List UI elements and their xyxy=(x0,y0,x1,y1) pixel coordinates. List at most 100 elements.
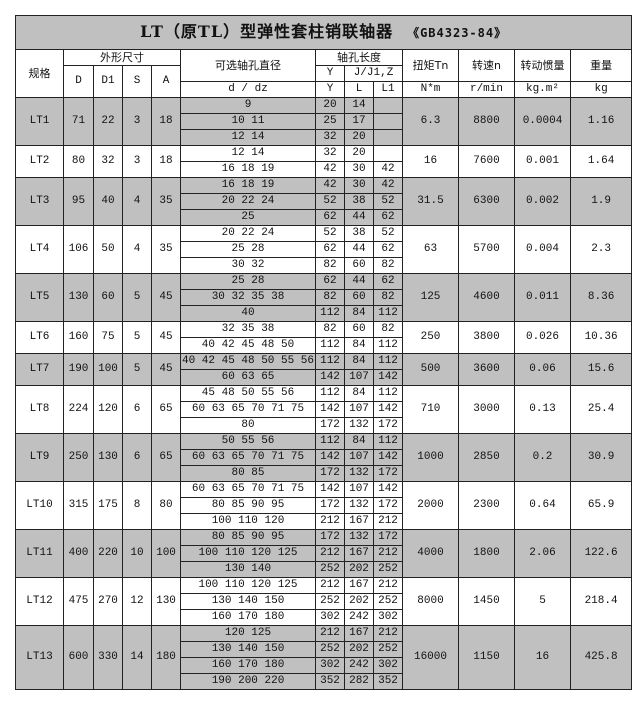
bore-diameter-cell: 30 32 35 38 xyxy=(180,289,316,306)
bore-length-L1-cell: 82 xyxy=(373,321,403,338)
bore-length-L1-cell: 112 xyxy=(373,305,403,322)
table-row: LT11 400 220 10 100 80 85 90 95 172 132 172 4000 1… xyxy=(15,529,633,578)
table-row: 60 63 65 70 71 75 142 107 142 xyxy=(16,449,632,466)
bore-length-Y-cell: 142 xyxy=(315,369,345,386)
bore-length-L-cell: 242 xyxy=(344,657,374,674)
header-spec: 规格 xyxy=(15,49,64,98)
bore-length-Y-cell: 82 xyxy=(315,321,345,338)
table-row: 130 140 150 252 202 252 xyxy=(16,593,632,610)
bore-length-L-cell: 84 xyxy=(344,305,374,322)
bore-length-L-cell: 44 xyxy=(344,273,374,290)
table-row: 16 18 19 42 30 42 xyxy=(16,161,632,178)
bore-length-L-cell: 167 xyxy=(344,513,374,530)
bore-length-Y-cell: 172 xyxy=(315,465,345,482)
dim-D1-cell: 330 xyxy=(93,625,123,690)
header-D: D xyxy=(63,65,94,98)
bore-length-Y-cell: 172 xyxy=(315,417,345,434)
weight-cell: 425.8 xyxy=(569,625,633,690)
torque-cell: 2000 xyxy=(402,481,459,530)
weight-cell: 8.36 xyxy=(569,273,633,322)
table-row: LT12 475 270 12 130 100 110 120 125 212 167 212 8… xyxy=(15,577,633,626)
inertia-cell: 0.2 xyxy=(514,433,571,482)
spec-cell: LT4 xyxy=(15,225,64,274)
bore-diameter-cell: 12 14 xyxy=(180,145,316,162)
bore-length-Y-cell: 82 xyxy=(315,289,345,306)
bore-diameter-cell: 20 22 24 xyxy=(180,193,316,210)
bore-length-L1-cell: 42 xyxy=(373,161,403,178)
bore-length-Y-cell: 142 xyxy=(315,481,345,498)
bore-length-L1-cell: 142 xyxy=(373,369,403,386)
bore-diameter-cell: 32 35 38 xyxy=(180,321,316,338)
speed-cell: 8800 xyxy=(458,97,515,146)
bore-length-Y-cell: 82 xyxy=(315,257,345,274)
bore-diameter-cell: 10 11 xyxy=(180,113,316,130)
bore-length-L1-cell: 62 xyxy=(373,209,403,226)
weight-cell: 10.36 xyxy=(569,321,633,354)
inertia-cell: 0.64 xyxy=(514,481,571,530)
table-row: 25 62 44 62 xyxy=(16,209,632,226)
bore-length-L-cell: 202 xyxy=(344,593,374,610)
bore-length-Y-cell: 42 xyxy=(315,161,345,178)
spec-cell: LT1 xyxy=(15,97,64,146)
table-row: 30 32 35 38 82 60 82 xyxy=(16,289,632,306)
header-L1: L1 xyxy=(373,81,403,98)
bore-diameter-cell: 130 140 xyxy=(180,561,316,578)
dim-D1-cell: 220 xyxy=(93,529,123,578)
dim-S-cell: 10 xyxy=(122,529,152,578)
table-row: LT5 130 60 5 45 25 28 62 44 62 125 4600 0.011 8.36 xyxy=(15,273,633,322)
bore-length-L1-cell: 142 xyxy=(373,401,403,418)
dim-S-cell: 5 xyxy=(122,273,152,322)
header-weight: 重量 xyxy=(569,49,633,82)
header-inertia: 转动惯量 xyxy=(514,49,571,82)
bore-length-L1-cell: 142 xyxy=(373,449,403,466)
bore-length-Y-cell: 112 xyxy=(315,353,345,370)
table-row: 60 63 65 70 71 75 142 107 142 xyxy=(16,401,632,418)
bore-length-L-cell: 20 xyxy=(344,145,374,162)
unit-speed: r/min xyxy=(458,81,515,98)
bore-length-L-cell: 107 xyxy=(344,401,374,418)
bore-diameter-cell: 130 140 150 xyxy=(180,641,316,658)
bore-length-L1-cell: 352 xyxy=(373,673,403,690)
table-row: 40 112 84 112 xyxy=(16,305,632,322)
bore-diameter-cell: 16 18 19 xyxy=(180,177,316,194)
dim-S-cell: 5 xyxy=(122,321,152,354)
dim-D1-cell: 120 xyxy=(93,385,123,434)
torque-cell: 4000 xyxy=(402,529,459,578)
bore-length-L1-cell: 302 xyxy=(373,609,403,626)
speed-cell: 1150 xyxy=(458,625,515,690)
weight-cell: 15.6 xyxy=(569,353,633,386)
weight-cell: 1.64 xyxy=(569,145,633,178)
inertia-cell: 0.0004 xyxy=(514,97,571,146)
bore-length-L1-cell: 172 xyxy=(373,465,403,482)
inertia-cell: 16 xyxy=(514,625,571,690)
dim-S-cell: 4 xyxy=(122,225,152,274)
table-row: 130 140 150 252 202 252 xyxy=(16,641,632,658)
dim-D1-cell: 75 xyxy=(93,321,123,354)
dim-D1-cell: 175 xyxy=(93,481,123,530)
bore-length-Y-cell: 142 xyxy=(315,401,345,418)
weight-cell: 1.16 xyxy=(569,97,633,146)
bore-length-Y-cell: 62 xyxy=(315,273,345,290)
header-L: L xyxy=(344,81,374,98)
weight-cell: 65.9 xyxy=(569,481,633,530)
bore-length-L-cell: 60 xyxy=(344,289,374,306)
bore-length-Y-cell: 252 xyxy=(315,641,345,658)
bore-diameter-cell: 100 110 120 125 xyxy=(180,577,316,594)
spec-cell: LT2 xyxy=(15,145,64,178)
bore-length-L-cell: 84 xyxy=(344,337,374,354)
speed-cell: 3800 xyxy=(458,321,515,354)
header-torque: 扭矩Tn xyxy=(402,49,459,82)
dim-A-cell: 130 xyxy=(151,577,181,626)
table-row: 20 22 24 52 38 52 xyxy=(16,193,632,210)
dim-S-cell: 6 xyxy=(122,433,152,482)
table-row: 10 11 25 17 xyxy=(16,113,632,130)
dim-D-cell: 400 xyxy=(63,529,94,578)
speed-cell: 3600 xyxy=(458,353,515,386)
table-title: LT（原TL）型弹性套柱销联轴器 《GB4323-84》 xyxy=(14,15,633,50)
title-text: LT（原TL）型弹性套柱销联轴器 xyxy=(140,22,394,41)
bore-length-L-cell: 167 xyxy=(344,545,374,562)
unit-torque: N*m xyxy=(402,81,459,98)
dim-A-cell: 45 xyxy=(151,353,181,386)
bore-length-L-cell: 107 xyxy=(344,449,374,466)
bore-length-L-cell: 132 xyxy=(344,497,374,514)
